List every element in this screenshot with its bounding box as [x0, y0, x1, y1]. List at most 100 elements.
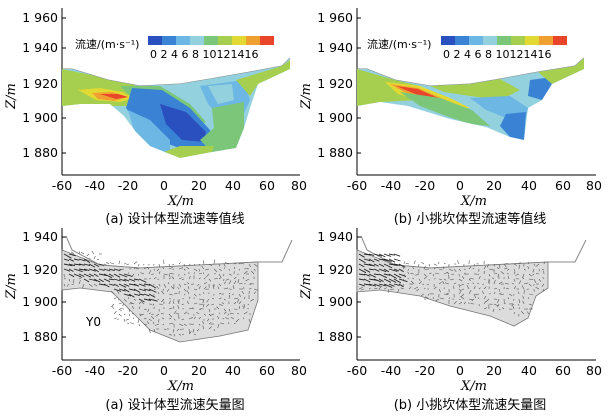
velocity-vector	[460, 296, 465, 300]
velocity-vector	[522, 295, 525, 300]
velocity-vector	[435, 298, 440, 302]
velocity-vector	[122, 303, 125, 306]
velocity-vector	[401, 283, 405, 288]
velocity-vector	[208, 326, 212, 330]
velocity-vector	[363, 278, 371, 283]
velocity-vector	[105, 261, 110, 265]
velocity-vector	[183, 323, 187, 327]
velocity-vector	[63, 258, 70, 262]
velocity-vector	[458, 298, 461, 301]
velocity-vector	[243, 296, 246, 300]
velocity-vector	[428, 263, 431, 267]
velocity-vector	[368, 253, 375, 256]
velocity-vector	[155, 313, 160, 317]
velocity-vector	[493, 263, 495, 267]
velocity-vector	[193, 293, 197, 297]
velocity-vector	[363, 268, 371, 273]
velocity-vector	[68, 253, 76, 257]
velocity-vector	[467, 283, 470, 285]
velocity-vector	[241, 290, 245, 295]
velocity-vector	[143, 293, 150, 297]
velocity-vector	[368, 263, 376, 267]
velocity-vector	[191, 323, 195, 325]
velocity-vector	[103, 273, 113, 279]
velocity-vector	[220, 322, 225, 325]
velocity-vector	[468, 298, 473, 301]
velocity-vector	[503, 263, 507, 268]
velocity-vector	[420, 293, 425, 296]
legend-color-swatch	[469, 36, 483, 45]
velocity-vector	[393, 278, 402, 284]
legend-color-swatch	[176, 36, 190, 45]
velocity-vector	[408, 286, 412, 290]
velocity-vector	[513, 263, 517, 266]
velocity-vector	[198, 285, 201, 290]
velocity-vector	[118, 298, 120, 301]
velocity-vector	[466, 284, 470, 290]
panel-c-ytick: 1 900	[22, 294, 58, 309]
velocity-vector	[138, 288, 147, 292]
velocity-vector	[218, 263, 220, 267]
velocity-vector	[358, 258, 366, 264]
velocity-vector	[73, 273, 82, 278]
velocity-vector	[179, 328, 185, 330]
velocity-vector	[188, 263, 191, 265]
velocity-vector	[483, 307, 488, 310]
legend-color-swatch	[190, 36, 204, 45]
velocity-vector	[497, 273, 500, 277]
velocity-vector	[203, 313, 206, 316]
velocity-vector	[160, 312, 165, 315]
velocity-vector	[63, 253, 72, 259]
velocity-vector	[415, 273, 420, 276]
velocity-vector	[477, 297, 480, 300]
velocity-vector	[148, 293, 156, 298]
velocity-vector	[475, 293, 480, 296]
velocity-vector	[492, 308, 495, 312]
velocity-vector	[221, 302, 225, 305]
velocity-vector	[133, 293, 140, 297]
velocity-vector	[210, 313, 215, 316]
velocity-vector	[378, 263, 385, 268]
velocity-vector	[116, 290, 120, 295]
velocity-vector	[111, 303, 115, 308]
velocity-vector	[427, 293, 430, 296]
velocity-vector	[143, 308, 147, 311]
velocity-vector	[128, 288, 136, 291]
velocity-vector	[500, 271, 505, 275]
velocity-vector	[181, 303, 185, 305]
panel-a-ytick: 1 920	[22, 76, 58, 91]
velocity-vector	[98, 273, 107, 276]
velocity-vector	[233, 276, 237, 280]
panel-b-caption: (b) 小挑坎体型流速等值线	[394, 211, 547, 227]
panel-c-ytick: 1 880	[22, 329, 58, 344]
velocity-vector	[483, 286, 487, 290]
velocity-vector	[438, 288, 441, 293]
velocity-vector	[373, 273, 380, 276]
panel-d: 1 940 1 920 1 900 1 880 Z/m -60 -40 -20 …	[299, 228, 602, 413]
velocity-vector	[233, 301, 237, 305]
velocity-vector	[243, 276, 245, 280]
legend-color-swatch	[246, 36, 260, 45]
velocity-vector	[407, 268, 410, 271]
velocity-vector	[213, 268, 218, 273]
velocity-vector	[485, 298, 490, 303]
velocity-vector	[162, 323, 165, 326]
velocity-vector	[368, 283, 377, 287]
velocity-vector	[148, 288, 157, 293]
velocity-vector	[378, 283, 387, 287]
velocity-vector	[193, 316, 196, 320]
velocity-vector	[78, 280, 81, 285]
velocity-vector	[201, 265, 205, 270]
velocity-vector	[133, 261, 138, 265]
velocity-vector	[213, 259, 216, 265]
velocity-vector	[112, 306, 115, 310]
velocity-vector	[138, 313, 142, 315]
panel-d-xtick: 40	[521, 363, 537, 378]
velocity-vector	[488, 279, 490, 285]
velocity-vector	[383, 273, 391, 276]
velocity-vector	[138, 323, 140, 327]
velocity-vector	[358, 268, 367, 274]
velocity-vector	[513, 268, 515, 272]
velocity-vector	[158, 271, 161, 275]
